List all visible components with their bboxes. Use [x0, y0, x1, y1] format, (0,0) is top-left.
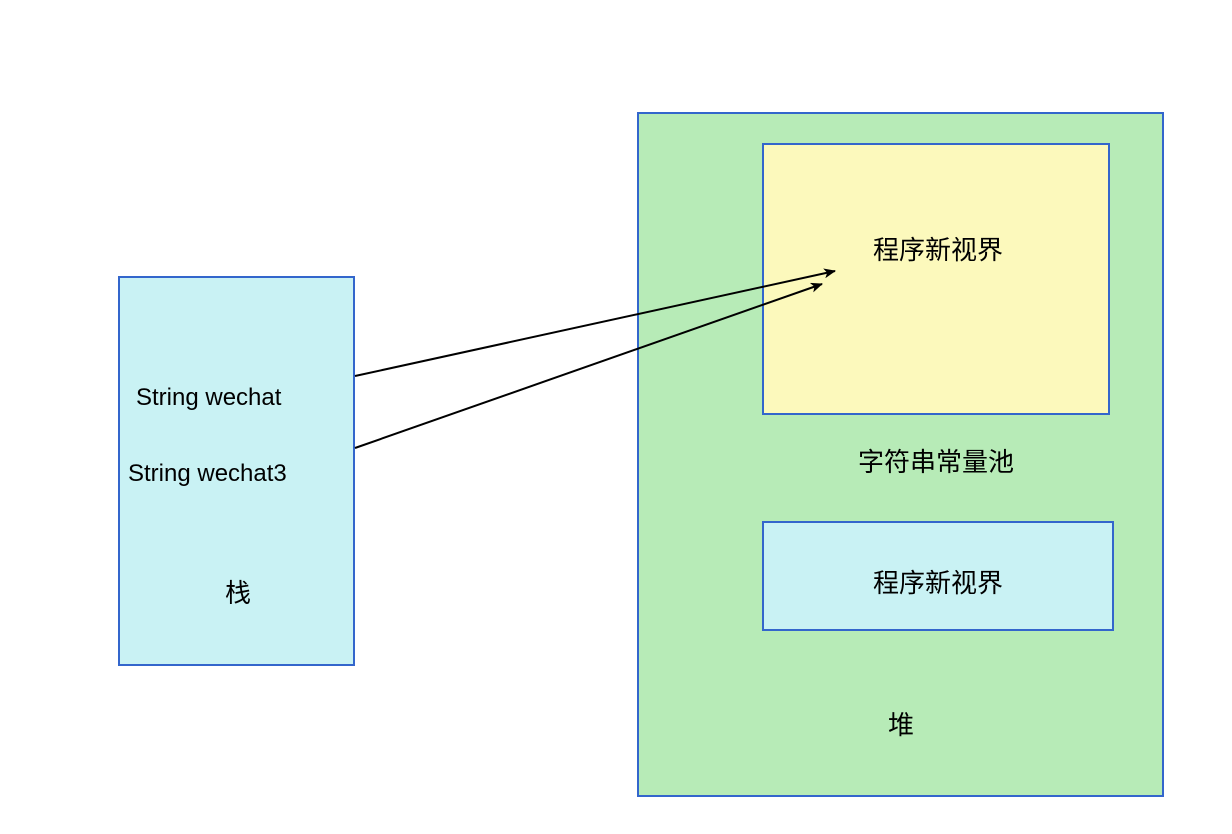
string-pool-box	[762, 143, 1110, 415]
pool-string-value: 程序新视界	[873, 230, 1003, 267]
stack-variable-1: String wechat	[136, 384, 281, 412]
stack-variable-2: String wechat3	[128, 460, 287, 488]
heap-object-value: 程序新视界	[873, 563, 1003, 600]
heap-label: 堆	[888, 705, 914, 742]
string-pool-label: 字符串常量池	[858, 442, 1014, 479]
stack-label: 栈	[225, 573, 251, 610]
